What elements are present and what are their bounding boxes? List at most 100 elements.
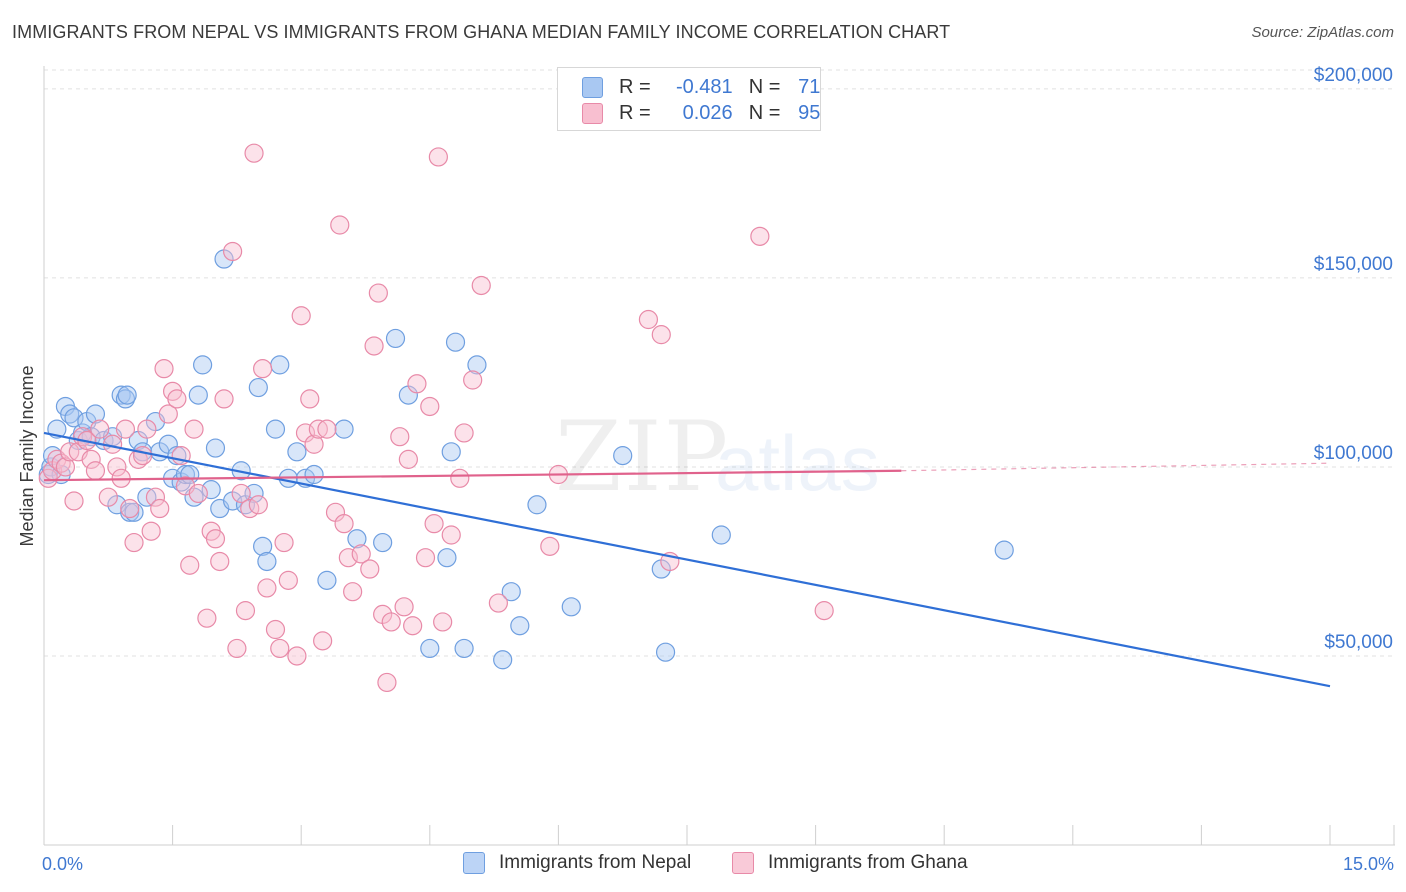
data-point [115,419,136,439]
data-point [201,480,221,500]
data-point [394,597,414,617]
data-point [197,608,217,628]
series-swatch-nepal [463,852,485,874]
data-point [145,487,166,507]
series-label-ghana: Immigrants from Ghana [768,852,968,873]
data-point [141,521,161,541]
data-point [300,389,320,409]
legend-n-label: N = [748,101,781,124]
data-point [527,495,547,515]
data-point [210,551,230,572]
stats-legend: R = -0.481 N = 71 R = 0.026 N = 95 [557,67,821,131]
data-point [501,582,521,602]
data-point [407,374,427,394]
data-point [428,147,448,167]
data-point [338,548,358,568]
series-points-1 [38,143,834,693]
y-tick-label: $150,000 [1314,254,1393,275]
y-axis-label: Median Family Income [17,365,37,546]
series-swatch-ghana [732,852,754,874]
data-point [223,241,243,262]
data-point [55,457,76,477]
data-point [193,355,213,375]
data-point [368,283,388,303]
data-point [265,419,286,439]
data-point [638,309,659,330]
data-point [750,226,770,246]
data-point [85,461,106,481]
legend-swatch-nepal [582,76,603,98]
data-point [188,385,208,405]
data-point [124,532,144,553]
data-point [385,328,406,349]
data-point [441,442,461,462]
data-point [651,325,671,345]
data-point [235,601,256,621]
data-point [343,582,363,602]
legend-row-ghana: R = 0.026 N = 95 [558,101,820,125]
data-point [334,419,354,439]
legend-r-label: R = [619,101,651,124]
legend-r-label: R = [619,75,651,98]
data-point [117,385,137,405]
data-point [81,449,101,469]
x-tick-label: 0.0% [42,854,83,874]
axes [43,66,1395,846]
data-point [390,427,410,447]
data-point [291,306,311,326]
data-point [711,525,731,545]
x-tick-label: 15.0% [1343,854,1394,874]
data-point [467,355,487,375]
series-legend-ghana: Immigrants from Ghana [732,852,968,874]
y-tick-label: $100,000 [1314,443,1393,464]
data-point [257,551,277,572]
data-point [253,359,273,379]
trend-line-1 [43,469,902,482]
data-point [415,548,436,568]
data-point [510,616,530,636]
y-tick-label: $200,000 [1314,65,1393,86]
data-point [364,336,384,356]
data-point [304,434,324,454]
data-point [561,597,581,617]
data-point [120,498,140,519]
data-point [313,631,333,651]
data-point [132,446,153,466]
data-point [360,559,380,579]
data-point [373,532,393,553]
data-point [214,389,234,409]
data-point [454,423,474,443]
data-point [441,525,461,545]
data-point [381,612,401,632]
chart-title: IMMIGRANTS FROM NEPAL VS IMMIGRANTS FROM… [12,22,951,42]
trend-line-0 [43,431,1331,688]
data-point [450,468,470,488]
data-point [330,215,350,235]
data-point [64,491,84,511]
data-point [463,370,483,390]
data-point [994,540,1014,560]
data-points [38,143,1014,693]
data-point [205,438,226,458]
legend-swatch-ghana [582,102,603,124]
data-point [248,377,268,398]
data-point [471,275,491,296]
data-point [227,638,247,659]
data-point [180,555,200,575]
data-point [205,529,226,549]
legend-row-nepal: R = -0.481 N = 71 [558,75,820,99]
data-point [154,359,174,379]
data-point [304,464,324,485]
data-point [167,389,187,409]
trend-line-extension-1 [901,462,1331,472]
data-point [493,650,513,670]
data-point [270,355,290,375]
data-point [351,544,371,564]
data-point [137,419,157,439]
watermark-atlas: atlas [715,419,880,507]
data-point [613,446,633,466]
data-point [244,143,264,163]
data-point [433,612,453,632]
data-point [454,638,474,659]
